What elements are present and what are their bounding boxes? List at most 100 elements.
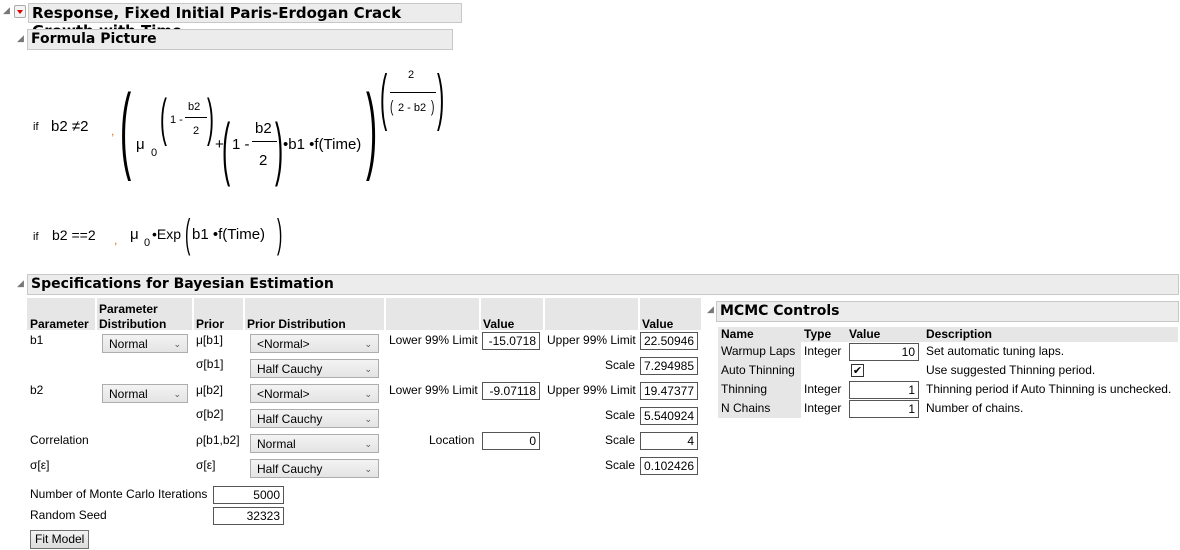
value-label: Lower 99% Limit <box>389 383 478 397</box>
col-name: Name <box>721 327 754 341</box>
prior-name: μ[b2] <box>196 383 223 397</box>
warmup-laps-input[interactable]: 10 <box>849 343 919 361</box>
param-name: Correlation <box>30 433 89 447</box>
mcmc-description: Set automatic tuning laps. <box>926 344 1065 358</box>
lower-limit-input[interactable]: -9.07118 <box>482 382 540 400</box>
disclosure-triangle-icon[interactable]: ◢ <box>3 6 10 16</box>
prior-dist-dropdown[interactable]: Normal ⌄ <box>250 434 379 453</box>
value-label: Scale <box>605 433 636 447</box>
prior-dist-dropdown[interactable]: <Normal> ⌄ <box>250 334 379 353</box>
scale-input[interactable]: 0.102426 <box>640 457 698 475</box>
mu: μ <box>136 136 145 153</box>
chevron-down-icon: ⌄ <box>364 339 372 349</box>
term: 1 - <box>232 136 250 153</box>
mcmc-description: Use suggested Thinning period. <box>926 363 1096 377</box>
chevron-down-icon: ⌄ <box>364 389 372 399</box>
scale-input[interactable]: 7.294985 <box>640 357 698 375</box>
upper-limit-input[interactable]: 22.50946 <box>640 332 698 350</box>
numerator: b2 <box>188 101 201 113</box>
prior-name: σ[ε] <box>196 458 216 472</box>
iterations-label: Number of Monte Carlo Iterations <box>30 487 208 501</box>
paren: ( <box>222 109 231 187</box>
paren: ( <box>160 89 167 147</box>
fit-model-button[interactable]: Fit Model <box>30 530 90 549</box>
prior-dist-dropdown[interactable]: Half Cauchy ⌄ <box>250 359 379 378</box>
subscript: 0 <box>151 147 158 159</box>
spec-header: Specifications for Bayesian Estimation <box>27 274 1179 295</box>
value-label: Upper 99% Limit <box>547 383 636 397</box>
value-label: Scale <box>605 408 636 422</box>
condition: b2 ==2 <box>52 227 96 243</box>
prior-dist-dropdown[interactable]: Half Cauchy ⌄ <box>250 409 379 428</box>
paren: ) <box>207 89 214 147</box>
chevron-down-icon: ⌄ <box>364 464 372 474</box>
scale-input[interactable]: 4 <box>640 432 698 450</box>
auto-thinning-checkbox[interactable]: ✔ <box>851 364 864 377</box>
mu: μ <box>130 226 139 243</box>
chevron-down-icon: ⌄ <box>173 389 181 399</box>
if-keyword: if <box>33 231 39 243</box>
col-param-dist: Distribution <box>99 317 167 331</box>
value-label: Scale <box>605 458 636 472</box>
col-prior: Prior <box>196 317 225 331</box>
value-label: Upper 99% Limit <box>547 333 636 347</box>
param-name: σ[ε] <box>30 458 50 472</box>
mcmc-type: Integer <box>804 382 842 396</box>
disclosure-triangle-icon[interactable]: ◢ <box>707 305 714 315</box>
param-dist-dropdown[interactable]: Normal ⌄ <box>102 334 188 353</box>
scale-input[interactable]: 5.540924 <box>640 407 698 425</box>
param-name: b2 <box>30 383 44 397</box>
location-input[interactable]: 0 <box>482 432 540 450</box>
exponent-numerator: 2 <box>408 69 415 81</box>
disclosure-triangle-icon[interactable]: ◢ <box>17 279 24 289</box>
col-value: Value <box>483 317 515 331</box>
disclosure-triangle-icon[interactable]: ◢ <box>17 34 24 44</box>
seed-label: Random Seed <box>30 508 107 522</box>
exp-function: •Exp <box>152 226 182 242</box>
chevron-down-icon: ⌄ <box>364 414 372 424</box>
col-parameter: Parameter <box>30 317 89 331</box>
term: 1 - <box>170 114 183 126</box>
paren: ( <box>380 63 388 132</box>
if-keyword: if <box>33 121 39 133</box>
prior-dist-dropdown[interactable]: Half Cauchy ⌄ <box>250 459 379 478</box>
chevron-down-icon: ⌄ <box>364 439 372 449</box>
mcmc-name: Thinning <box>721 382 768 396</box>
red-triangle-menu-button[interactable] <box>14 5 26 18</box>
comma: , <box>111 124 115 138</box>
prior-name: σ[b1] <box>196 357 224 371</box>
col-param-dist: Parameter <box>99 302 158 316</box>
upper-limit-input[interactable]: 19.47377 <box>640 382 698 400</box>
chevron-down-icon: ⌄ <box>173 339 181 349</box>
col-type: Type <box>804 327 832 341</box>
value-label: Scale <box>605 358 636 372</box>
lower-limit-input[interactable]: -15.0718 <box>482 332 540 350</box>
mcmc-type: Integer <box>804 344 842 358</box>
denominator: 2 <box>259 152 268 169</box>
mcmc-header: MCMC Controls <box>716 301 1179 322</box>
chevron-down-icon: ⌄ <box>364 364 372 374</box>
param-dist-dropdown[interactable]: Normal ⌄ <box>102 384 188 403</box>
mcmc-type: Integer <box>804 401 842 415</box>
mcmc-description: Number of chains. <box>926 401 1024 415</box>
comma: , <box>114 233 118 247</box>
prior-name: μ[b1] <box>196 333 223 347</box>
mcmc-description: Thinning period if Auto Thinning is unch… <box>926 382 1172 396</box>
iterations-input[interactable]: 5000 <box>213 486 284 504</box>
prior-dist-dropdown[interactable]: <Normal> ⌄ <box>250 384 379 403</box>
n-chains-input[interactable]: 1 <box>849 400 919 418</box>
prior-name: σ[b2] <box>196 407 224 421</box>
param-name: b1 <box>30 333 44 347</box>
paren: ) <box>437 63 445 132</box>
big-right-paren: ) <box>366 75 378 182</box>
numerator: b2 <box>255 120 272 137</box>
col-value: Value <box>642 317 674 331</box>
value-label: Location <box>429 433 475 447</box>
seed-input[interactable]: 32323 <box>213 507 284 525</box>
exponent-denominator: 2 - b2 <box>398 102 427 114</box>
plus: + <box>215 136 224 153</box>
value-label: Lower 99% Limit <box>389 333 478 347</box>
report-title: Response, Fixed Initial Paris-Erdogan Cr… <box>28 3 462 40</box>
mcmc-name: Auto Thinning <box>721 363 795 377</box>
thinning-input[interactable]: 1 <box>849 381 919 399</box>
